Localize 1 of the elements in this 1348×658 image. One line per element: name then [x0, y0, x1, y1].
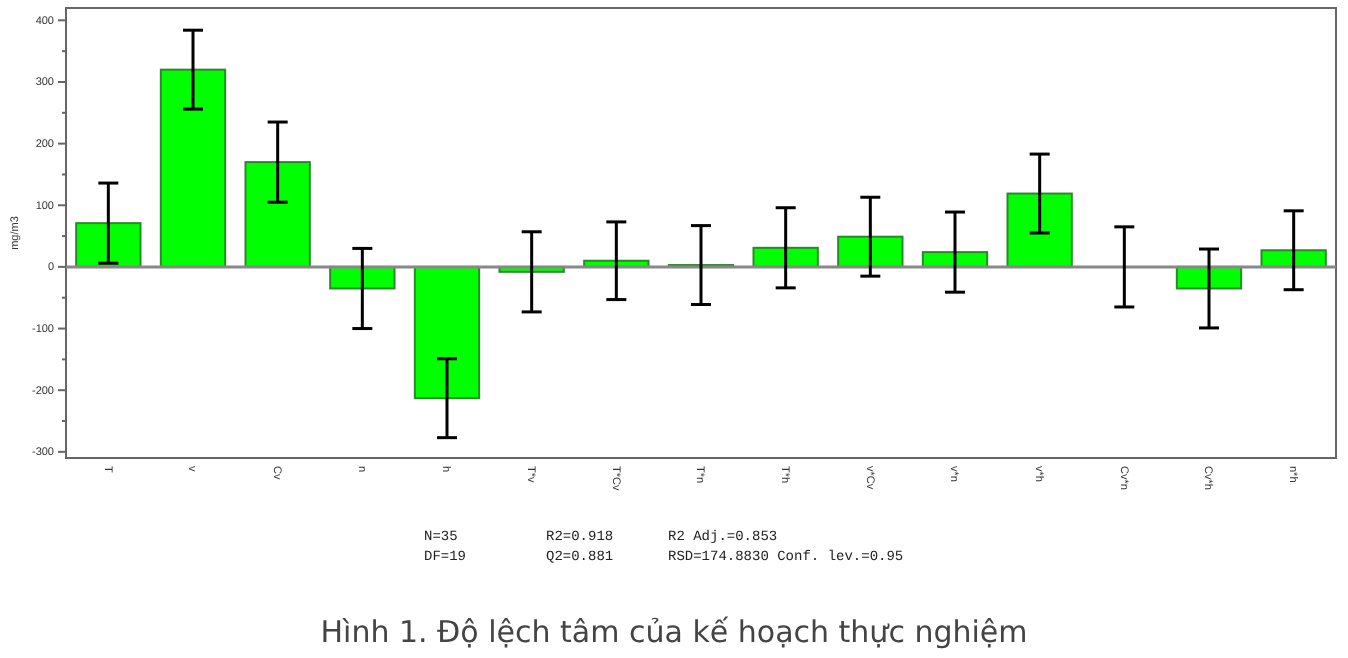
text: Hình 1. Độ lệch tâm của kế hoạch thực nghiệm: [320, 614, 1028, 650]
